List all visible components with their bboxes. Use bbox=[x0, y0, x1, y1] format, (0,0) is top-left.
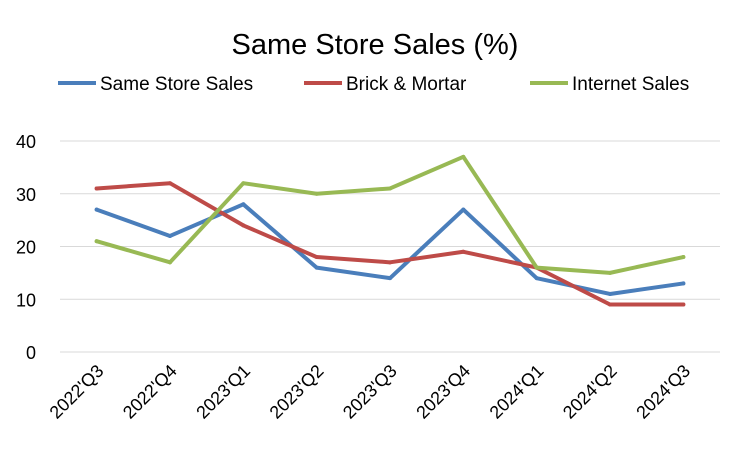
y-tick-label: 10 bbox=[16, 290, 36, 310]
data-point-internet-sales bbox=[168, 260, 172, 265]
data-point-same-store-sales bbox=[314, 265, 319, 270]
legend: Same Store Sales Brick & Mortar Internet… bbox=[58, 74, 689, 95]
data-point-same-store-sales bbox=[461, 207, 466, 212]
y-tick-label: 0 bbox=[26, 343, 36, 363]
x-tick-label: 2023'Q1 bbox=[192, 361, 254, 423]
data-point-brick-mortar bbox=[314, 255, 319, 260]
y-tick-label: 40 bbox=[16, 132, 36, 152]
data-point-internet-sales bbox=[241, 181, 246, 186]
data-point-same-store-sales bbox=[168, 233, 172, 238]
y-tick-label: 20 bbox=[16, 238, 36, 258]
data-point-internet-sales bbox=[388, 186, 392, 191]
data-point-internet-sales bbox=[681, 255, 686, 260]
data-point-internet-sales bbox=[314, 191, 319, 196]
series-line-internet-sales bbox=[94, 154, 686, 275]
data-point-same-store-sales bbox=[241, 202, 246, 207]
data-point-brick-mortar bbox=[168, 181, 172, 186]
x-tick-label: 2024'Q2 bbox=[559, 361, 621, 423]
legend-label-same-store-sales: Same Store Sales bbox=[100, 74, 253, 95]
x-axis-ticks: 2022'Q3 2022'Q4 2023'Q1 2023'Q2 2023'Q3 2023'… bbox=[46, 361, 695, 423]
data-point-same-store-sales bbox=[388, 276, 392, 281]
x-tick-label: 2022'Q3 bbox=[46, 361, 108, 423]
x-tick-label: 2023'Q3 bbox=[339, 361, 401, 423]
legend-label-brick-mortar: Brick & Mortar bbox=[346, 74, 467, 95]
data-point-brick-mortar bbox=[681, 302, 686, 307]
x-tick-label: 2024'Q3 bbox=[632, 361, 694, 423]
chart-title: Same Store Sales (%) bbox=[232, 29, 519, 61]
data-point-brick-mortar bbox=[94, 186, 99, 191]
data-point-same-store-sales bbox=[608, 291, 612, 296]
x-tick-label: 2024'Q1 bbox=[486, 361, 548, 423]
series-lines bbox=[94, 154, 686, 307]
data-point-brick-mortar bbox=[461, 249, 466, 254]
data-point-brick-mortar bbox=[608, 302, 612, 307]
legend-label-internet-sales: Internet Sales bbox=[572, 74, 689, 95]
data-point-internet-sales bbox=[534, 265, 539, 270]
y-axis-ticks: 0 10 20 30 40 bbox=[16, 132, 36, 363]
data-point-same-store-sales bbox=[681, 281, 686, 286]
x-tick-label: 2023'Q4 bbox=[412, 361, 474, 423]
gridlines bbox=[60, 140, 720, 353]
x-tick-label: 2022'Q4 bbox=[119, 361, 181, 423]
data-point-same-store-sales bbox=[94, 207, 99, 212]
data-point-internet-sales bbox=[608, 270, 612, 275]
data-point-same-store-sales bbox=[534, 276, 539, 281]
data-point-internet-sales bbox=[461, 154, 466, 159]
data-point-internet-sales bbox=[94, 239, 99, 244]
data-point-brick-mortar bbox=[388, 260, 392, 265]
y-tick-label: 30 bbox=[16, 185, 36, 205]
x-tick-label: 2023'Q2 bbox=[266, 361, 328, 423]
data-point-brick-mortar bbox=[241, 223, 246, 228]
